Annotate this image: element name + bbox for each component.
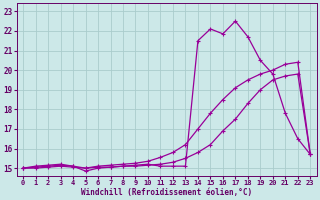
X-axis label: Windchill (Refroidissement éolien,°C): Windchill (Refroidissement éolien,°C)	[81, 188, 252, 197]
